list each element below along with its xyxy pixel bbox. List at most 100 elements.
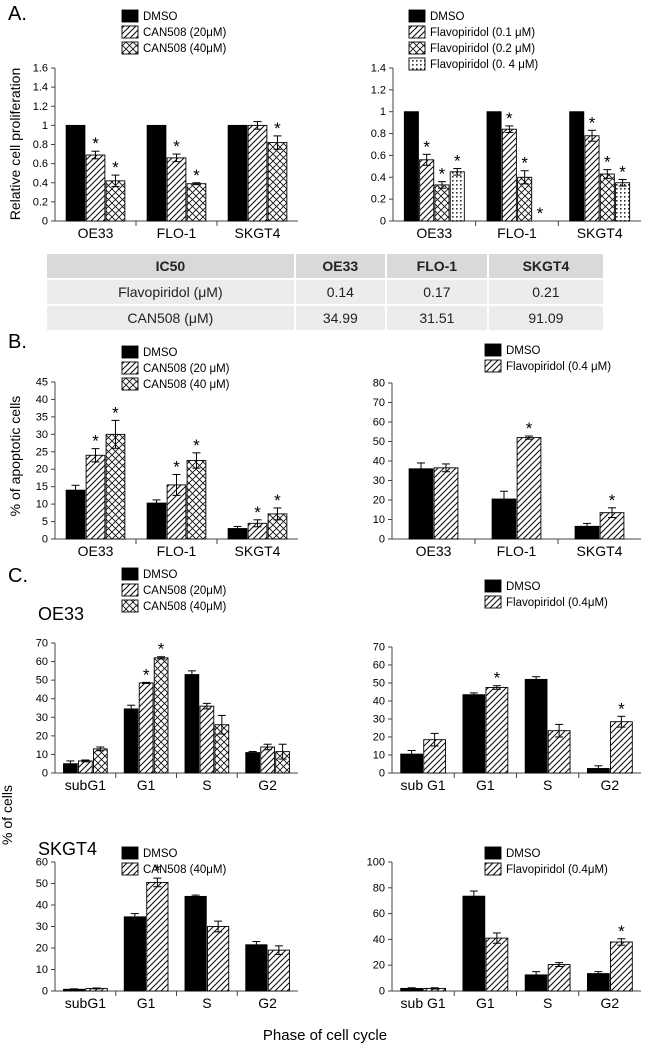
significance-star: *	[92, 432, 99, 451]
chart-c4: 0 20 40 60 80 100 sub G1 G1 S G2 * DMSO Flavopiridol…	[367, 846, 641, 1011]
legend-swatch-diag	[121, 25, 139, 39]
bar-solid	[65, 124, 86, 222]
legend-label: DMSO	[506, 345, 541, 357]
y-tick-label: 0	[379, 986, 385, 998]
y-tick-label: 10	[373, 514, 385, 526]
x-tick-label: G2	[258, 777, 277, 793]
significance-star: *	[494, 669, 501, 688]
bar-solid	[123, 916, 146, 992]
x-tick-label: G2	[258, 995, 277, 1011]
bar-solid	[146, 124, 167, 222]
y-tick-label: 40	[36, 900, 48, 912]
ic50-row-can508: CAN508 (μM) 34.99 31.51 91.09	[45, 304, 606, 332]
legend-label: DMSO	[506, 581, 541, 593]
ic50-cell: 0.17	[384, 278, 489, 306]
legend-swatch-solid	[484, 846, 502, 860]
bar-diag	[85, 454, 106, 540]
significance-star: *	[274, 491, 281, 510]
y-tick-label: 20	[36, 730, 48, 742]
legend: DMSO Flavopiridol (0.4μM)	[484, 846, 608, 876]
panel-label-c: C.	[8, 565, 28, 587]
ic50-row-flavopiridol: Flavopiridol (μM) 0.14 0.17 0.21	[45, 278, 606, 306]
bar-solid	[486, 111, 502, 222]
x-tick-label: G2	[601, 995, 620, 1011]
y-tick-label: 10	[373, 750, 385, 762]
y-tick-label: 45	[36, 377, 48, 389]
bar-solid	[403, 111, 419, 222]
bar-diag	[207, 926, 230, 992]
y-tick-label: 70	[373, 397, 385, 409]
x-tick-label: G1	[476, 777, 495, 793]
y-tick-label: 60	[373, 417, 385, 429]
significance-star: *	[158, 640, 165, 659]
y-tick-label: 0	[42, 534, 48, 546]
bar-diag	[260, 746, 275, 774]
legend: DMSO CAN508 (20μM) CAN508 (40μM)	[121, 9, 226, 55]
y-tick-label: 0	[42, 216, 48, 228]
chart-c2: 0 10 20 30 40 50 60 70 sub G1 G1 * S G2 * DMSO Flavopir…	[373, 579, 641, 793]
legend: DMSO CAN508 (40μM)	[121, 846, 226, 876]
bar-diag	[501, 128, 517, 222]
significance-star: *	[254, 503, 261, 522]
x-tick-label: sub G1	[401, 995, 446, 1011]
bar-solid	[586, 973, 610, 992]
y-tick-label: 30	[36, 921, 48, 933]
y-tick-label: 5	[42, 516, 48, 528]
ic50-cell: 0.21	[486, 278, 606, 306]
bar-diag	[485, 937, 509, 992]
x-tick-label: S	[543, 995, 552, 1011]
significance-star: *	[604, 153, 611, 172]
significance-star: *	[619, 162, 626, 181]
legend-swatch-solid	[121, 345, 139, 359]
bar-solid	[462, 895, 486, 992]
y-tick-label: 0.6	[371, 150, 386, 162]
significance-star: *	[143, 665, 150, 684]
y-tick-label: 10	[36, 499, 48, 511]
chart-a2: 00.20.40.60.811.21.4OE33***FLO-1***SKGT4…	[371, 9, 641, 241]
y-tick-label: 70	[373, 642, 385, 654]
chart-b1: 051015202530354045OE33**FLO-1**SKGT4**DM…	[36, 345, 298, 559]
x-tick-label: S	[202, 995, 211, 1011]
bar-solid	[184, 895, 207, 992]
chart-b2: 0 10 20 30 40 50 60 70 80 OE33 FLO-1 * SKGT4 * DMSO Fla…	[373, 343, 641, 559]
legend-label: CAN508 (40μM)	[143, 864, 226, 876]
bar-diag	[199, 705, 215, 774]
ic50-cell: 34.99	[293, 304, 387, 332]
significance-star: *	[439, 165, 446, 184]
y-tick-label: 35	[36, 411, 48, 423]
bar-diag	[419, 159, 435, 222]
x-tick-label: SKGT4	[577, 543, 623, 559]
y-tick-label: 0.4	[33, 177, 48, 189]
significance-star: *	[173, 457, 180, 476]
legend-swatch-solid	[408, 9, 426, 23]
legend-label: CAN508 (20μM)	[143, 27, 226, 39]
ic50-cell: CAN508 (μM)	[45, 304, 296, 332]
legend-label: DMSO	[143, 569, 178, 581]
bar-solid	[462, 694, 486, 774]
y-tick-label: 0	[42, 768, 48, 780]
legend-label: CAN508 (40μM)	[143, 43, 226, 55]
legend-swatch-dots	[408, 57, 426, 71]
y-tick-label: 60	[36, 857, 48, 869]
x-tick-label: SKGT4	[235, 543, 281, 559]
subpanel-title-oe33: OE33	[38, 604, 84, 624]
charts-layer: 00.20.40.60.811.21.41.6OE33**FLO-1**SKGT…	[33, 9, 641, 1011]
y-tick-label: 100	[367, 857, 385, 869]
bar-diag	[166, 157, 187, 222]
legend-label: Flavopiridol (0.4μM)	[506, 597, 608, 609]
legend-swatch-diag	[484, 862, 502, 876]
significance-star: *	[526, 419, 533, 438]
y-tick-label: 0	[380, 216, 386, 228]
y-tick-label: 50	[36, 878, 48, 890]
bar-diag	[146, 881, 169, 992]
legend-swatch-cross	[121, 377, 139, 391]
legend-swatch-diag	[408, 25, 426, 39]
legend-swatch-cross	[121, 41, 139, 55]
y-tick-label: 50	[36, 675, 48, 687]
bar-solid	[408, 468, 434, 540]
legend-swatch-diag	[121, 583, 139, 597]
bar-diag	[247, 124, 268, 222]
x-tick-label: SKGT4	[577, 225, 623, 241]
subpanel-title-skgt4: SKGT4	[38, 839, 97, 859]
